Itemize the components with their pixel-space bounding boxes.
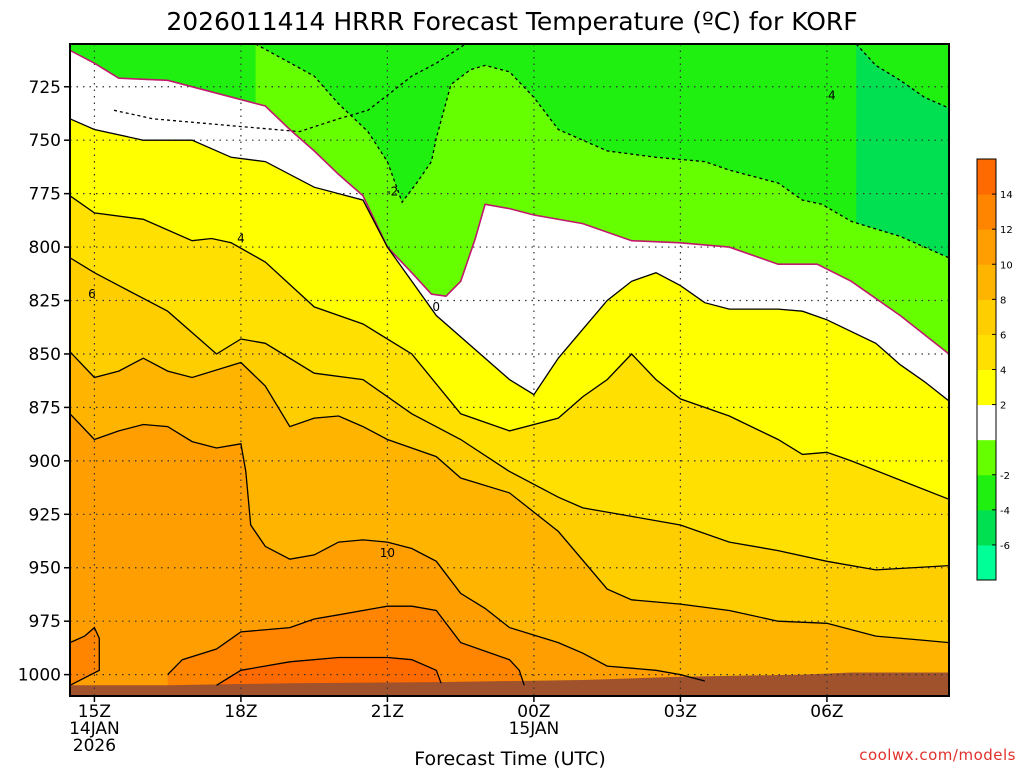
y-tick-label: 750 [29,131,61,151]
y-tick-label: 775 [29,185,61,205]
chart-title: 2026011414 HRRR Forecast Temperature (ºC… [166,7,857,36]
x-tick-label: 18Z [224,702,257,722]
x-tick-label: 15Z [78,702,111,722]
y-tick-label: 850 [29,345,61,365]
colorbar-tick-label: 10 [1000,260,1013,271]
plot-area: 4 6 0 -2 10 4 [70,44,949,696]
colorbar-segment [977,474,996,511]
colorbar-tick-label: 14 [1000,190,1013,201]
x-tick-label: 15JAN [509,719,560,739]
colorbar-tick-label: 6 [1000,330,1006,341]
colorbar-segment [977,159,996,195]
colorbar-segment [977,334,996,370]
y-tick-label: 1000 [18,666,61,686]
isotherm-line [70,118,949,402]
colorbar-segment [977,369,996,406]
x-tick-label: 00Z [517,702,550,722]
band-fill [70,627,100,696]
y-tick-label: 975 [29,612,61,632]
colorbar-segment [977,544,996,581]
x-tick-label: 06Z [810,702,843,722]
colorbar-tick-label: 4 [1000,366,1006,377]
ground-surface [70,672,949,696]
contour-label: -2 [386,185,398,199]
colorbar-tick-label: 2 [1000,401,1006,412]
isotherm-line [216,656,442,686]
colorbar-segment [977,509,996,546]
y-tick-label: 800 [29,238,61,258]
temperature-fill-bands [70,44,949,696]
colorbar-tick-label: -6 [1000,541,1010,552]
isotherm-line [70,195,949,500]
colorbar-tick-label: -4 [1000,506,1010,517]
colorbar-segment [977,194,996,230]
colorbar-segment [977,299,996,335]
x-axis-label: Forecast Time (UTC) [414,748,605,768]
contour-label: 4 [237,232,245,246]
colorbar-segment [977,229,996,265]
isotherm-line [855,44,949,109]
isotherm-contours [70,44,949,686]
y-axis: 725 750 775 800 825 850 875 900 925 950 975 1000 [18,78,70,686]
band-fill [216,657,442,696]
ground-layer [70,672,949,696]
contour-labels: 4 6 0 -2 10 4 [88,88,835,559]
x-tick-label: 21Z [371,702,404,722]
isotherm-line [113,44,466,133]
y-tick-label: 925 [29,505,61,525]
colorbar-segment [977,264,996,300]
colorbar-tick-label: 8 [1000,295,1006,306]
isotherm-line [70,413,705,682]
isotherm-line [167,605,525,686]
isotherm-line [70,351,949,644]
contour-label: 6 [88,287,96,301]
x-tick-label: 03Z [664,702,697,722]
band-fill [70,413,705,696]
contour-label: 0 [432,300,440,314]
y-tick-label: 825 [29,292,61,312]
plot-frame [69,43,950,697]
isotherm-line [255,44,949,259]
grid-lines [70,44,949,696]
x-tick-label: 14JAN [69,719,120,739]
isotherm-line [70,626,100,686]
colorbar-tick-label: 12 [1000,225,1013,236]
y-tick-label: 875 [29,398,61,418]
colorbar-segment [977,404,996,441]
credit-text: coolwx.com/models [859,746,1016,764]
colorbar-legend: -6 -4 -2 2 4 6 8 10 12 14 [976,158,1013,581]
contour-label: 10 [380,546,395,560]
y-tick-label: 725 [29,78,61,98]
y-tick-label: 900 [29,452,61,472]
colorbar-segment [977,439,996,476]
x-tick-label: 2026 [73,736,116,756]
isotherm-line [70,257,949,571]
y-tick-label: 950 [29,559,61,579]
colorbar-tick-label: -2 [1000,471,1010,482]
contour-label: 4 [828,88,836,102]
isotherm-line [70,49,949,355]
